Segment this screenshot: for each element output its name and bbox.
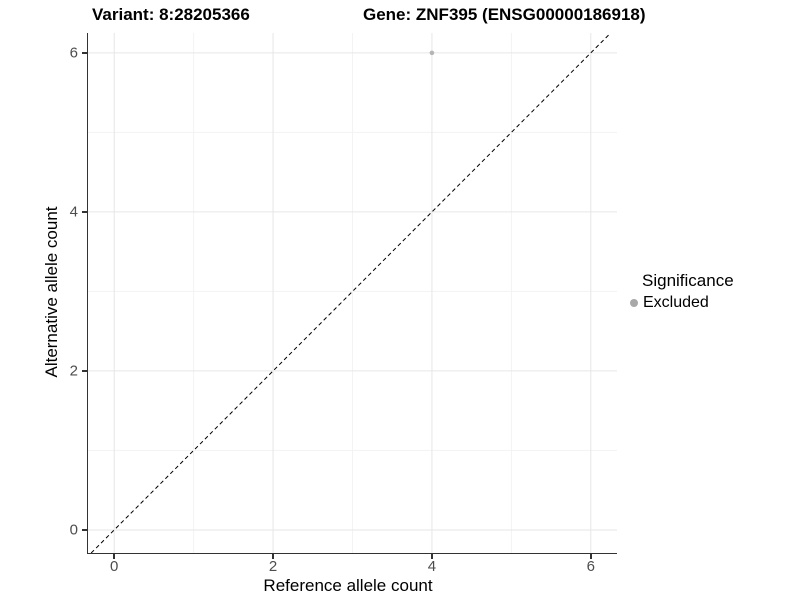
legend-title: Significance: [642, 271, 734, 290]
legend-item-label: Excluded: [643, 294, 709, 311]
y-axis-tick-label: 0: [69, 521, 78, 539]
x-axis-tick-mark: [113, 554, 115, 559]
x-axis-tick-mark: [431, 554, 433, 559]
scatter-plot-area: [87, 33, 617, 553]
y-axis-tick-mark: [81, 52, 87, 54]
x-axis-title: Reference allele count: [263, 576, 433, 595]
identity-reference-line: [90, 33, 611, 553]
y-axis-tick-label: 2: [69, 362, 78, 380]
plot-title-gene: Gene: ZNF395 (ENSG00000186918): [363, 5, 646, 24]
plot-title-variant: Variant: 8:28205366: [92, 5, 250, 24]
legend: Significance Excluded: [630, 271, 734, 312]
y-axis-tick-mark: [81, 529, 87, 531]
x-axis-tick-label: 4: [427, 558, 437, 575]
x-axis-tick-label: 0: [110, 558, 119, 575]
x-axis-tick-mark: [590, 554, 592, 559]
x-axis-tick-mark: [272, 554, 274, 559]
y-axis-tick-mark: [81, 370, 87, 372]
y-axis-tick-label: 6: [69, 44, 78, 62]
excluded-point-icon: [630, 299, 638, 307]
x-axis-tick-label: 2: [268, 558, 278, 575]
legend-item-excluded: Excluded: [630, 294, 734, 312]
x-axis-tick-label: 6: [586, 558, 595, 575]
data-point: [429, 50, 434, 56]
plot-panel: [86, 33, 617, 554]
y-axis-tick-mark: [81, 211, 87, 213]
y-axis-title: Alternative allele count: [42, 206, 61, 378]
y-axis-tick-label: 4: [69, 203, 78, 221]
